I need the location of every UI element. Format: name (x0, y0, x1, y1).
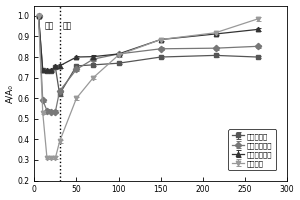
Text: 吸附: 吸附 (45, 21, 54, 30)
Y-axis label: A/A₀: A/A₀ (6, 84, 15, 103)
Legend: 未再生材料, 第二次再生后, 第一次再生后, 初始材料: 未再生材料, 第二次再生后, 第一次再生后, 初始材料 (228, 129, 276, 170)
Text: 脱附: 脱附 (63, 21, 72, 30)
